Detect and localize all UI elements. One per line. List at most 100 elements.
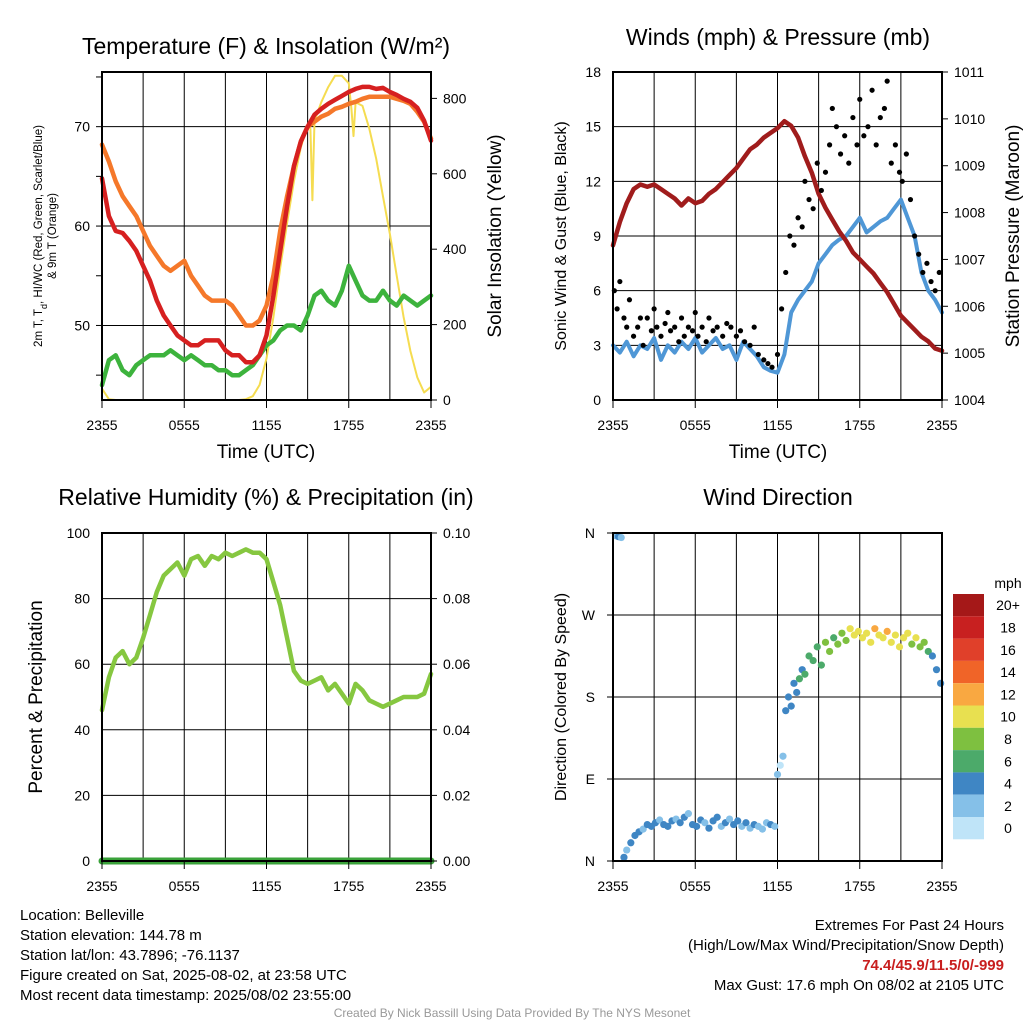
gust-point	[822, 169, 829, 175]
gust-point	[846, 160, 852, 166]
direction-point	[863, 629, 871, 637]
gust-point	[842, 133, 848, 139]
gust-point	[678, 315, 685, 321]
direction-point	[793, 688, 801, 697]
gust-point	[833, 124, 840, 130]
x-tick-label: 1155	[251, 878, 281, 894]
direction-point	[664, 822, 672, 830]
max-gust: Max Gust: 17.6 mph On 08/02 at 2105 UTC	[713, 977, 1004, 994]
gust-point	[899, 178, 905, 184]
gust-point	[920, 269, 926, 276]
gust-point	[907, 196, 914, 203]
pressure-series-line	[610, 118, 945, 354]
gust-point	[651, 306, 657, 312]
gust-point	[692, 309, 698, 316]
colorbar-swatch	[953, 772, 984, 795]
gust-point	[737, 328, 744, 334]
colorbar-label: 16	[1000, 642, 1016, 658]
extremes-info: Extremes For Past 24 Hours (High/Low/Max…	[688, 916, 1004, 996]
gust-point	[676, 339, 682, 345]
gust-point	[658, 333, 664, 339]
gust-point	[814, 160, 820, 166]
y-tick-label: 3	[593, 337, 601, 353]
gust-point	[733, 333, 739, 339]
winds-panel: Winds (mph) & Pressure (mb) 2355 0555 1155…	[553, 24, 1024, 463]
gust-point	[873, 142, 879, 148]
gust-point	[837, 151, 844, 157]
colorbar-label: 20+	[996, 597, 1020, 613]
colorbar-swatch	[953, 683, 984, 706]
temperature-y2label: Solar Insolation (Yellow)	[485, 134, 506, 337]
y2-tick-label: 200	[443, 317, 467, 333]
direction-point	[854, 627, 862, 636]
gust-point	[621, 315, 627, 321]
direction-point	[846, 625, 854, 633]
direction-point	[920, 638, 928, 646]
x-tick-label: 2355	[415, 417, 446, 433]
direction-point	[734, 817, 742, 825]
gust-point	[724, 320, 730, 327]
direction-point	[834, 640, 842, 648]
direction-title: Wind Direction	[703, 484, 853, 510]
y-tick-label: 0	[593, 392, 601, 408]
gust-point	[903, 151, 909, 157]
y2-tick-label: 0.02	[443, 787, 470, 803]
y2-tick-label: 600	[443, 166, 467, 182]
direction-point	[887, 638, 895, 646]
extremes-values: 74.4/45.9/11.5/0/-999	[862, 957, 1004, 974]
gust-point	[644, 315, 650, 321]
direction-point	[891, 631, 899, 639]
direction-point	[904, 629, 912, 637]
gust-point	[617, 278, 623, 285]
gust-point	[857, 96, 863, 102]
direction-point	[758, 825, 767, 833]
gust-point	[703, 339, 709, 345]
x-tick-label: 1155	[762, 878, 792, 894]
direction-point	[620, 853, 628, 861]
x-tick-label: 0555	[169, 417, 200, 433]
gust-point	[761, 357, 767, 363]
y2-tick-label: 1009	[954, 158, 985, 174]
colorbar-swatch	[953, 660, 984, 684]
direction-point	[713, 813, 721, 821]
temp-series-line	[99, 84, 434, 365]
figure-created: Figure created on Sat, 2025-08-02, at 23…	[20, 967, 347, 984]
y-tick-label: S	[586, 689, 595, 705]
x-tick-label: 1755	[844, 878, 875, 894]
station-elevation: Station elevation: 144.78 m	[20, 927, 202, 944]
gust-point	[888, 160, 894, 166]
gust-point	[667, 328, 674, 334]
y2-tick-label: 0.00	[443, 853, 470, 869]
gust-point	[689, 328, 696, 334]
y2-tick-label: 0.10	[443, 525, 470, 541]
gust-point	[911, 233, 918, 239]
y-tick-label: 9	[593, 228, 601, 244]
direction-point	[809, 656, 817, 665]
y-tick-label: 6	[593, 283, 601, 299]
x-tick-label: 0555	[169, 878, 200, 894]
station-location: Location: Belleville	[20, 907, 145, 924]
gust-point	[936, 269, 942, 276]
direction-point	[725, 815, 734, 823]
direction-point	[693, 822, 701, 830]
direction-point	[932, 666, 941, 674]
gust-point	[802, 178, 808, 184]
y-tick-label: 70	[74, 119, 90, 135]
gust-point	[695, 333, 701, 339]
gust-point	[810, 206, 816, 212]
x-tick-label: 1155	[762, 417, 792, 433]
gust-point	[630, 333, 637, 339]
gust-point	[710, 328, 716, 334]
y-tick-label: 50	[74, 317, 90, 333]
gust-point	[818, 187, 824, 194]
colorbar-swatch	[953, 817, 984, 840]
colorbar-swatch	[953, 705, 984, 728]
direction-point	[871, 625, 879, 633]
direction-point	[830, 634, 838, 642]
gust-point	[755, 351, 761, 358]
direction-point	[912, 634, 920, 642]
temperature-title-text: Temperature (F) & Insolation (W/m²)	[82, 33, 450, 59]
y2-tick-label: 0.08	[443, 591, 470, 607]
station-info: Location: Belleville Station elevation: …	[20, 906, 351, 1006]
